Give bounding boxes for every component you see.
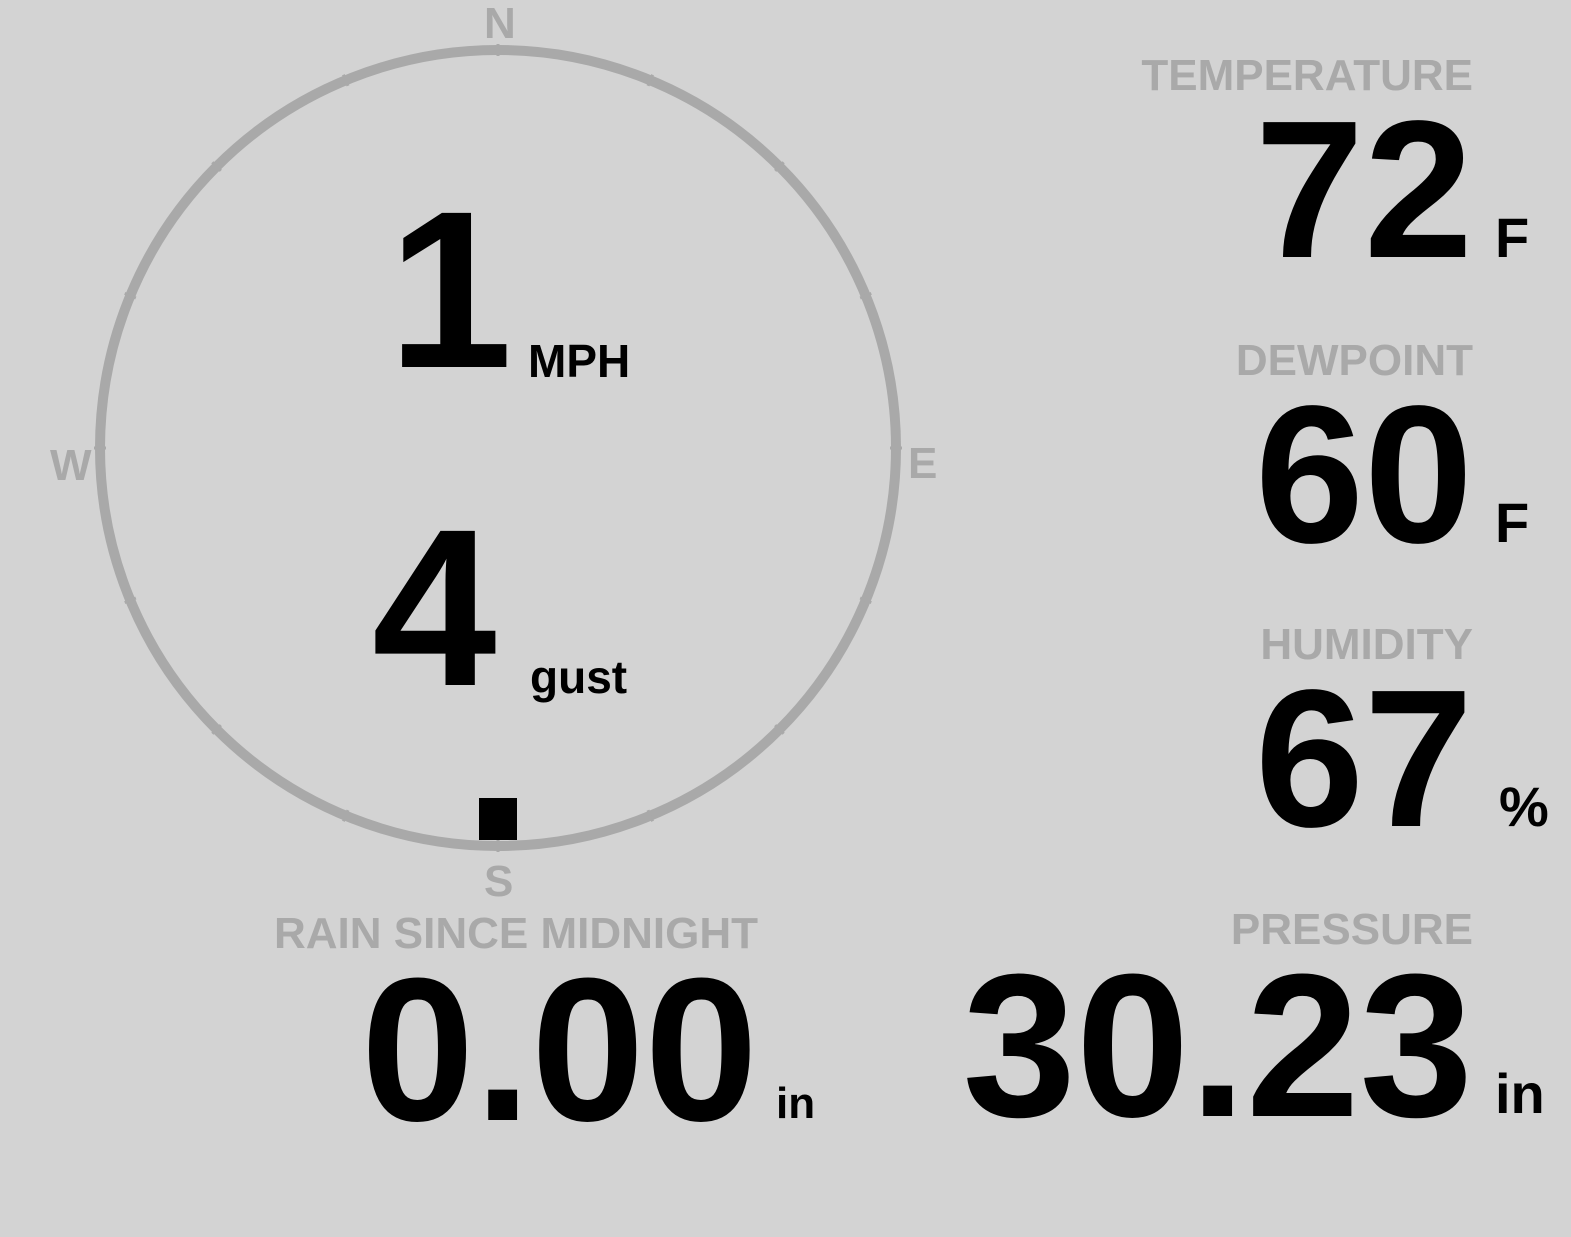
compass-tick: [774, 724, 785, 735]
compass-s: S: [484, 857, 514, 906]
compass-tick: [342, 809, 350, 822]
pressure-value: 30.23: [962, 932, 1474, 1160]
pressure-label: PRESSURE: [1230, 905, 1473, 954]
wind-speed: 1: [388, 165, 513, 415]
compass-tick: [774, 161, 785, 172]
compass-tick: [646, 809, 654, 822]
wind-direction-marker: [479, 798, 517, 840]
humidity-label: HUMIDITY: [1260, 620, 1473, 669]
dewpoint-label: DEWPOINT: [1235, 336, 1473, 385]
compass-tick: [342, 74, 350, 87]
rain-card: RAIN SINCE MIDNIGHT 0.00 in: [258, 909, 815, 1153]
compass-tick: [211, 724, 222, 735]
humidity-value: 67: [1254, 649, 1473, 868]
temperature-value: 72: [1254, 80, 1473, 299]
temperature-unit: F: [1495, 206, 1530, 269]
wind-gust: 4: [372, 483, 497, 733]
dewpoint-card: DEWPOINT 60 F: [1235, 336, 1529, 573]
dewpoint-value: 60: [1254, 365, 1473, 584]
compass-tick: [124, 596, 137, 604]
wind-compass: [94, 44, 902, 852]
compass-e: E: [908, 439, 938, 488]
compass-tick: [646, 74, 654, 87]
humidity-card: HUMIDITY 67 %: [1255, 620, 1549, 857]
compass-w: W: [50, 441, 92, 490]
temperature-card: TEMPERATURE 72 F: [1141, 51, 1529, 288]
rain-value: 0.00: [360, 936, 758, 1164]
pressure-card: PRESSURE 30.23 in: [963, 905, 1545, 1149]
humidity-unit: %: [1499, 775, 1549, 838]
compass-ticks: [94, 44, 902, 852]
compass-tick: [124, 292, 137, 300]
wind-speed-unit: MPH: [528, 335, 631, 387]
rain-unit: in: [776, 1079, 816, 1128]
compass-tick: [859, 292, 872, 300]
compass-n: N: [484, 0, 516, 48]
temperature-label: TEMPERATURE: [1141, 51, 1473, 100]
compass-tick: [211, 161, 222, 172]
rain-label: RAIN SINCE MIDNIGHT: [274, 909, 758, 958]
compass-tick: [859, 596, 872, 604]
dewpoint-unit: F: [1495, 491, 1530, 554]
pressure-unit: in: [1495, 1062, 1545, 1125]
wind-gust-unit: gust: [530, 651, 628, 703]
